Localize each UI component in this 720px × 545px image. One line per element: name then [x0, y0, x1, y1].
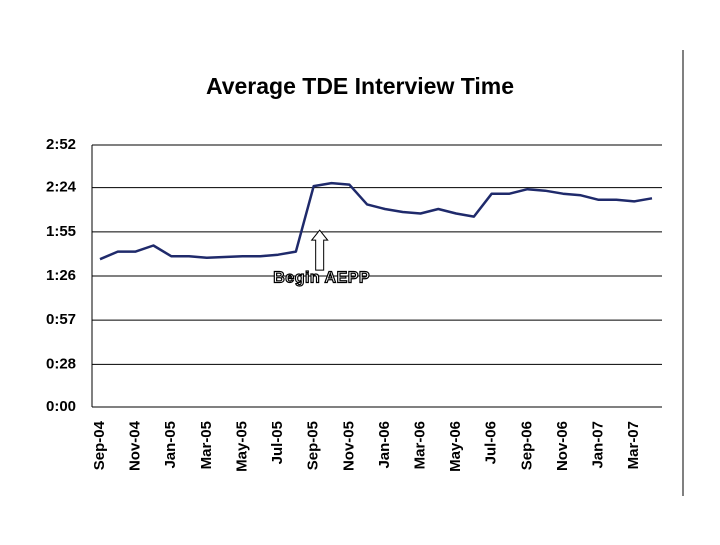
x-tick-label: May-05: [233, 421, 250, 472]
x-tick-label: Mar-07: [625, 421, 642, 469]
line-series: [99, 181, 653, 261]
x-tick-label: Sep-04: [91, 420, 108, 470]
x-tick-label: Jul-05: [269, 421, 286, 464]
x-tick-label: Sep-06: [518, 421, 535, 470]
annotation: Begin AEPP: [273, 269, 370, 286]
annotation-arrow: [310, 229, 329, 271]
y-tick-label: 0:28: [46, 355, 76, 372]
x-tick-label: Jul-06: [483, 421, 500, 464]
x-tick-label: Mar-05: [198, 421, 215, 469]
y-tick-label: 0:00: [46, 398, 76, 415]
x-tick-label: Jan-07: [590, 421, 607, 469]
x-tick-label: May-06: [447, 421, 464, 472]
y-tick-label: 1:26: [46, 267, 76, 284]
y-tick-label: 2:24: [46, 179, 77, 196]
x-tick-label: Nov-06: [554, 421, 571, 471]
x-tick-label: Sep-05: [305, 421, 322, 470]
x-tick-label: Nov-04: [127, 420, 144, 471]
chart-title: Average TDE Interview Time: [206, 73, 514, 99]
x-tick-label: Mar-06: [411, 421, 428, 469]
x-tick-label: Jan-05: [162, 421, 179, 469]
y-tick-label: 1:55: [46, 223, 76, 240]
y-tick-label: 2:52: [46, 136, 76, 153]
y-tick-label: 0:57: [46, 311, 76, 328]
x-tick-label: Nov-05: [340, 421, 357, 471]
x-tick-label: Jan-06: [376, 421, 393, 469]
